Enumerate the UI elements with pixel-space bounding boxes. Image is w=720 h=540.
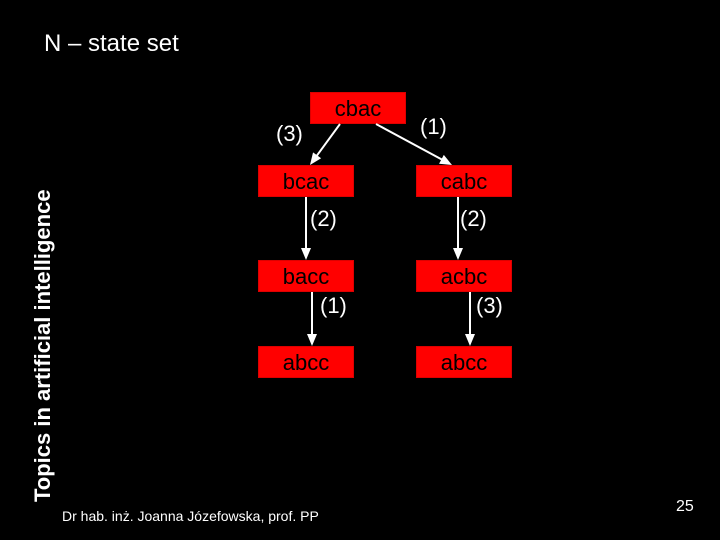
footer-credit: Dr hab. inż. Joanna Józefowska, prof. PP (62, 508, 319, 524)
page-number: 25 (676, 498, 694, 516)
slide-root: N – state set Topics in artificial intel… (0, 0, 720, 540)
edges-svg (0, 0, 720, 540)
